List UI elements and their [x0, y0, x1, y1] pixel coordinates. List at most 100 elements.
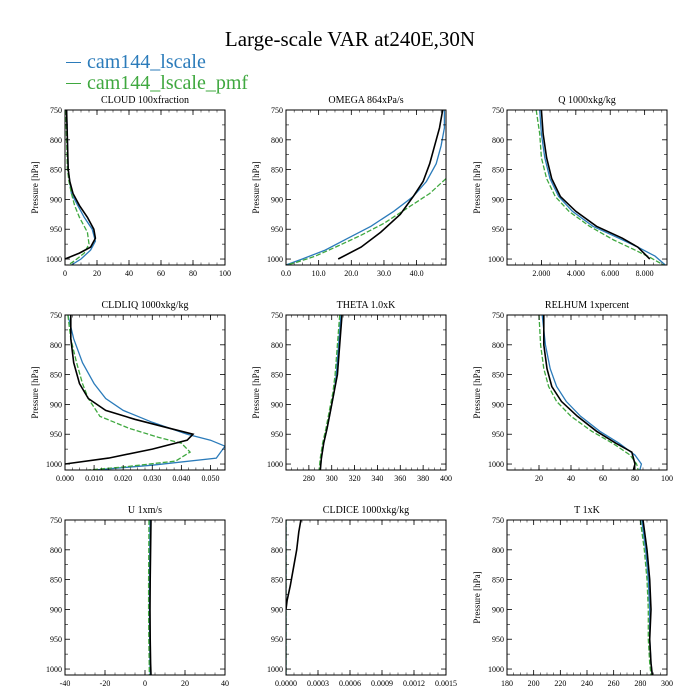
x-tick-label: 200: [528, 679, 540, 688]
plot-frame: [285, 109, 447, 266]
panel-title: CLOUD 100xfraction: [101, 95, 189, 106]
series-line-lscale: [541, 315, 643, 470]
x-tick-label: 0.000: [56, 474, 74, 483]
x-tick-label: 100: [219, 269, 231, 278]
legend-item-pmf: cam144_lscale_pmf: [66, 72, 249, 94]
panel-title: THETA 1.0xK: [337, 300, 396, 311]
y-tick-label: 800: [50, 136, 62, 145]
x-tick-label: 80: [189, 269, 197, 278]
x-tick-label: 2.000: [532, 269, 550, 278]
y-axis-label: Pressure [hPa]: [30, 366, 40, 418]
x-tick-label: 40: [125, 269, 133, 278]
x-tick-label: -20: [100, 679, 111, 688]
chart-panel-5: RELHUM 1xpercent 750 800 850 900 950 1000 20 40 6…: [472, 300, 673, 483]
y-tick-label: 750: [50, 106, 62, 115]
chart-panel-4: THETA 1.0xK 750 800 850 900 950 1000 280 300 320 3…: [251, 300, 452, 483]
y-tick-label: 850: [492, 576, 504, 585]
y-tick-label: 900: [492, 195, 504, 204]
y-tick-label: 850: [50, 576, 62, 585]
x-tick-label: -40: [60, 679, 71, 688]
y-tick-label: 950: [271, 430, 283, 439]
x-tick-label: 280: [634, 679, 646, 688]
y-tick-label: 900: [50, 195, 62, 204]
legend-line-lscale: [66, 62, 81, 63]
y-tick-label: 850: [50, 371, 62, 380]
chart-panel-8: T 1xK 750 800 850 900 950 1000 180 200 220 240 260 2…: [472, 505, 673, 688]
x-tick-label: 240: [581, 679, 593, 688]
y-tick-label: 800: [50, 546, 62, 555]
y-tick-label: 800: [492, 546, 504, 555]
x-tick-label: 0.050: [201, 474, 219, 483]
y-tick-label: 800: [492, 136, 504, 145]
x-tick-label: 400: [440, 474, 452, 483]
x-tick-label: 20.0: [344, 269, 358, 278]
series-line-pmf: [67, 315, 192, 470]
x-tick-label: 10.0: [312, 269, 326, 278]
legend: cam144_lscale cam144_lscale_pmf: [66, 51, 249, 94]
panel-title: CLDLIQ 1000xkg/kg: [102, 300, 189, 311]
y-tick-label: 800: [271, 136, 283, 145]
x-tick-label: 8.000: [636, 269, 654, 278]
panel-title: RELHUM 1xpercent: [545, 300, 629, 311]
series-line-pmf: [147, 520, 151, 675]
y-tick-label: 750: [492, 516, 504, 525]
y-tick-label: 750: [50, 516, 62, 525]
series-line-obs: [542, 315, 636, 470]
x-tick-label: 0: [63, 269, 67, 278]
x-tick-label: 260: [608, 679, 620, 688]
panel-title: CLDICE 1000xkg/kg: [323, 505, 409, 516]
y-tick-label: 750: [492, 311, 504, 320]
series-line-obs: [149, 520, 152, 675]
y-tick-label: 800: [492, 341, 504, 350]
y-tick-label: 950: [492, 225, 504, 234]
x-tick-label: 0.0006: [339, 679, 361, 688]
x-tick-label: 0.0000: [275, 679, 297, 688]
chart-panel-3: CLDLIQ 1000xkg/kg 750 800 850 900 950 1000 0.00…: [30, 300, 226, 483]
y-tick-label: 1000: [267, 255, 283, 264]
y-tick-label: 1000: [488, 255, 504, 264]
x-tick-label: 0.0009: [371, 679, 393, 688]
x-tick-label: 180: [501, 679, 513, 688]
plot-frame: [285, 314, 447, 471]
x-tick-label: 0.040: [172, 474, 190, 483]
y-tick-label: 800: [271, 546, 283, 555]
y-axis-label: Pressure [hPa]: [251, 161, 261, 213]
series-line-pmf: [65, 110, 90, 265]
x-tick-label: 40.0: [410, 269, 424, 278]
y-tick-label: 750: [271, 106, 283, 115]
y-tick-label: 1000: [46, 665, 62, 674]
x-tick-label: 0: [143, 679, 147, 688]
x-tick-label: 280: [303, 474, 315, 483]
x-tick-label: 60: [157, 269, 165, 278]
series-line-obs: [65, 110, 97, 260]
series-line-obs: [65, 315, 195, 465]
x-tick-label: 80: [631, 474, 639, 483]
x-tick-label: 4.000: [567, 269, 585, 278]
y-tick-label: 1000: [488, 460, 504, 469]
y-tick-label: 750: [271, 311, 283, 320]
chart-panel-1: OMEGA 864xPa/s 750 800 850 900 950 1000 0.0 10.0…: [251, 95, 447, 278]
series-line-pmf: [318, 315, 341, 470]
x-tick-label: 0.0015: [435, 679, 457, 688]
x-tick-label: 60: [599, 474, 607, 483]
panel-title: U 1xm/s: [128, 505, 162, 516]
series-line-obs: [337, 110, 444, 260]
x-tick-label: 220: [554, 679, 566, 688]
x-tick-label: 0.020: [114, 474, 132, 483]
y-tick-label: 950: [271, 225, 283, 234]
y-tick-label: 750: [50, 311, 62, 320]
panel-title: Q 1000xkg/kg: [558, 95, 616, 106]
y-tick-label: 1000: [267, 665, 283, 674]
legend-label-pmf: cam144_lscale_pmf: [87, 72, 249, 94]
y-tick-label: 750: [271, 516, 283, 525]
x-tick-label: 30.0: [377, 269, 391, 278]
x-tick-label: 100: [661, 474, 673, 483]
y-tick-label: 900: [50, 605, 62, 614]
series-line-pmf: [286, 178, 446, 265]
x-tick-label: 320: [349, 474, 361, 483]
y-tick-label: 1000: [46, 460, 62, 469]
y-tick-label: 800: [271, 341, 283, 350]
y-axis-label: Pressure [hPa]: [472, 366, 482, 418]
legend-label-lscale: cam144_lscale: [87, 51, 206, 73]
